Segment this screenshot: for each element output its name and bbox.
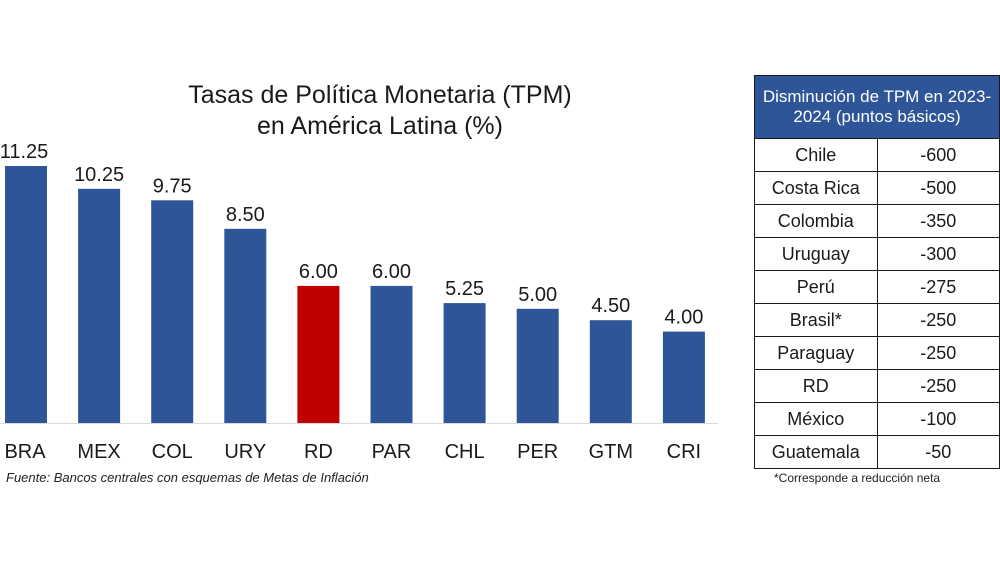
- table-cell-country: Brasil*: [754, 303, 878, 337]
- bar-col: [151, 200, 194, 423]
- tick-label-ury: URY: [224, 441, 266, 463]
- table-row: Chile -600: [754, 138, 1000, 172]
- bar-chl: [443, 303, 486, 423]
- bar-par: [370, 285, 413, 423]
- table-cell-value: -250: [876, 336, 1000, 370]
- data-label-per: 5.00: [518, 284, 557, 306]
- tick-label-chl: CHL: [445, 441, 485, 463]
- table-row: Perú -275: [754, 270, 1000, 304]
- bar-bra: [5, 166, 47, 423]
- tick-label-mex: MEX: [77, 441, 120, 463]
- table-row: Guatemala -50: [754, 435, 1000, 469]
- table-cell-country: Paraguay: [754, 336, 878, 370]
- table-footnote: *Corresponde a reducción neta: [774, 471, 941, 485]
- bar-cri: [662, 331, 705, 423]
- table-row: Costa Rica -500: [754, 171, 1000, 205]
- table-cell-value: -500: [876, 171, 1000, 205]
- table-row: Paraguay -250: [754, 336, 1000, 370]
- table-cell-country: Colombia: [754, 204, 878, 238]
- table-cell-value: -250: [876, 303, 1000, 337]
- bar-gtm: [589, 320, 632, 423]
- bar-chart: 11.25 BRA 10.25 MEX 9.75 COL 8.50 URY 6.00 RD 6.00…: [0, 141, 718, 463]
- tick-label-cri: CRI: [667, 441, 701, 463]
- table-cell-country: Chile: [754, 138, 878, 172]
- table-cell-country: Guatemala: [754, 435, 878, 469]
- table-cell-country: Uruguay: [754, 237, 878, 271]
- bar-mex: [78, 188, 121, 423]
- chart-title-line-1: Tasas de Política Monetaria (TPM): [188, 81, 572, 109]
- table-cell-country: Perú: [754, 270, 878, 304]
- data-label-col: 9.75: [153, 175, 192, 197]
- table-row: Uruguay -300: [754, 237, 1000, 271]
- data-label-ury: 8.50: [226, 204, 265, 226]
- data-label-gtm: 4.50: [591, 295, 630, 317]
- bar-ury: [224, 228, 267, 423]
- table-row: Colombia -350: [754, 204, 1000, 238]
- data-label-bra: 11.25: [0, 141, 48, 163]
- data-label-chl: 5.25: [445, 278, 484, 300]
- chart-title-line-2: en América Latina (%): [257, 112, 503, 140]
- data-label-cri: 4.00: [664, 307, 703, 329]
- rate-cuts-table: Disminución de TPM en 2023-2024 (puntos …: [754, 75, 1000, 469]
- rate-cuts-table-container: Disminución de TPM en 2023-2024 (puntos …: [754, 75, 1000, 485]
- tick-label-per: PER: [517, 441, 558, 463]
- table-cell-value: -250: [876, 369, 1000, 403]
- tick-label-par: PAR: [372, 441, 412, 463]
- table-cell-value: -275: [876, 270, 1000, 304]
- table-cell-value: -300: [876, 237, 1000, 271]
- table-cell-country: Costa Rica: [754, 171, 878, 205]
- bars-layer: 11.25 BRA 10.25 MEX 9.75 COL 8.50 URY 6.00 RD 6.00…: [0, 141, 718, 463]
- table-cell-country: RD: [754, 369, 878, 403]
- table-row: Brasil* -250: [754, 303, 1000, 337]
- tick-label-col: COL: [152, 441, 193, 463]
- table-cell-value: -50: [876, 435, 1000, 469]
- data-label-rd: 6.00: [299, 261, 338, 283]
- table-cell-value: -600: [876, 138, 1000, 172]
- table-row: RD -250: [754, 369, 1000, 403]
- table-cell-value: -350: [876, 204, 1000, 238]
- data-label-mex: 10.25: [74, 164, 124, 186]
- table-row: México -100: [754, 402, 1000, 436]
- table-cell-value: -100: [876, 402, 1000, 436]
- bar-rd: [297, 285, 340, 423]
- table-header: Disminución de TPM en 2023-2024 (puntos …: [754, 75, 1000, 139]
- tick-label-rd: RD: [304, 441, 333, 463]
- chart-title: Tasas de Política Monetaria (TPM) en Amér…: [100, 80, 660, 142]
- source-note: Fuente: Bancos centrales con esquemas de…: [6, 470, 369, 485]
- tick-label-gtm: GTM: [589, 441, 633, 463]
- table-cell-country: México: [754, 402, 878, 436]
- tick-label-bra: BRA: [4, 441, 46, 463]
- bar-per: [516, 308, 559, 423]
- data-label-par: 6.00: [372, 261, 411, 283]
- table-body: Chile -600 Costa Rica -500 Colombia -350 Urugu…: [754, 138, 1000, 469]
